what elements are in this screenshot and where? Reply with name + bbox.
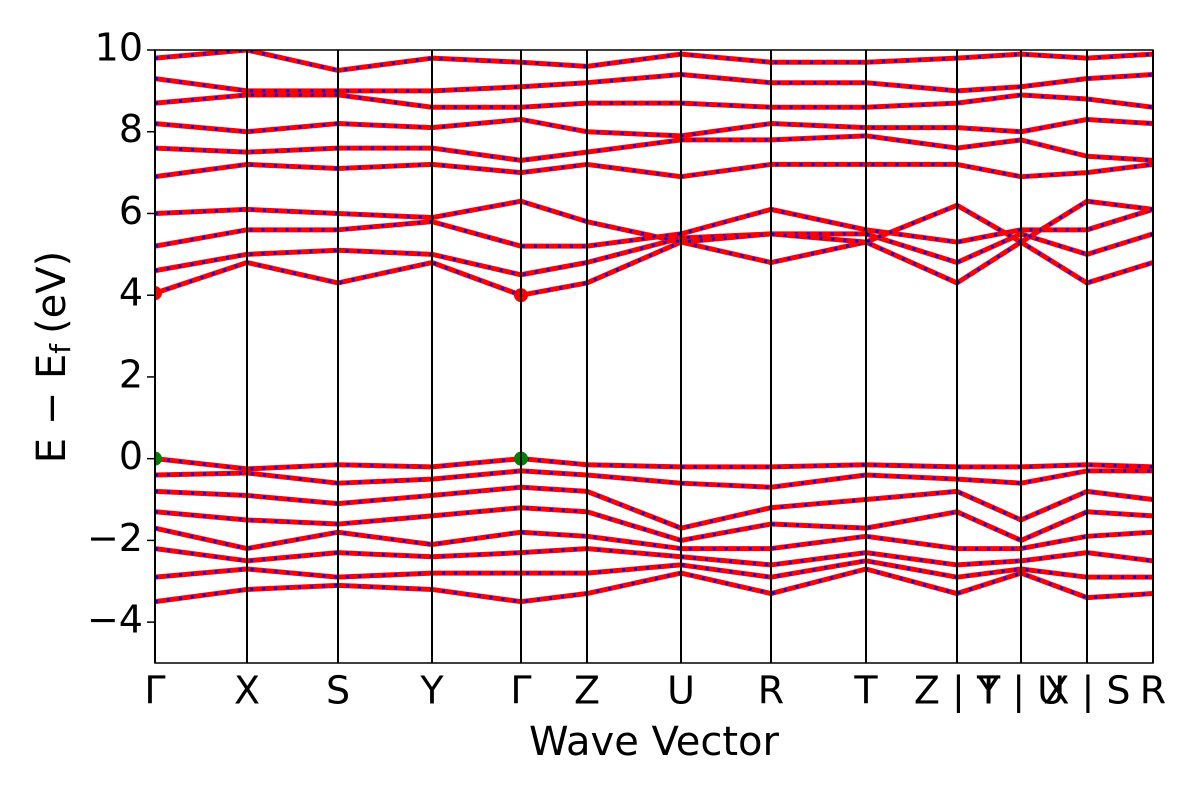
x-tick-label: U	[667, 669, 695, 713]
x-tick-label: X | S	[1043, 669, 1130, 714]
y-tick-label: 0	[119, 434, 143, 478]
axes-frame	[154, 49, 1154, 664]
vbm-point	[155, 451, 162, 466]
band	[155, 92, 1153, 110]
x-tick-label: T	[853, 669, 878, 713]
x-tick-label: Z	[574, 669, 600, 713]
band	[155, 161, 1153, 180]
x-tick-label: X	[234, 669, 260, 713]
y-tick-label: 2	[119, 352, 143, 396]
x-tick-label: T | U	[976, 669, 1065, 714]
y-tick-label: 10	[95, 26, 143, 70]
band	[155, 116, 1153, 139]
band-dash	[155, 199, 1153, 244]
x-tick-label: S	[326, 669, 350, 713]
y-label-unit: (eV)	[29, 251, 75, 334]
band	[155, 50, 1153, 73]
band	[155, 468, 1153, 490]
x-tick-label: Y	[419, 669, 444, 713]
band	[155, 72, 1153, 94]
y-label-sub: f	[44, 343, 77, 354]
x-tick-label: Γ	[144, 669, 165, 713]
y-tick-label: 6	[119, 189, 143, 233]
x-tick-label: R	[1140, 669, 1166, 713]
band	[155, 133, 1153, 163]
y-tick-label: 8	[119, 107, 143, 151]
y-axis-label: E − Ef (eV)	[29, 251, 77, 464]
y-label-main: E − E	[29, 354, 75, 464]
x-tick-label: R	[758, 669, 784, 713]
y-tick-label: −4	[87, 598, 143, 642]
y-tick-label: −2	[87, 516, 143, 560]
x-axis-label: Wave Vector	[529, 719, 780, 765]
cbm-point	[155, 286, 162, 301]
y-tick-label: 4	[119, 271, 143, 315]
plot-area	[155, 50, 1153, 605]
x-tick-label: Z | Y	[914, 669, 1001, 714]
x-tick-label: Γ	[510, 669, 531, 713]
band	[155, 456, 1153, 472]
